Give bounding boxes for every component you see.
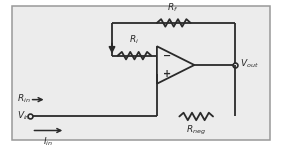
- Text: $R_{in}$: $R_{in}$: [17, 92, 30, 105]
- Text: $R_f$: $R_f$: [167, 2, 179, 14]
- Text: +: +: [162, 69, 171, 79]
- Text: $R_{neg}$: $R_{neg}$: [186, 124, 206, 137]
- Text: $R_i$: $R_i$: [129, 34, 138, 46]
- Text: $V_{out}$: $V_{out}$: [240, 58, 259, 70]
- Text: $I_{in}$: $I_{in}$: [43, 135, 53, 148]
- Text: −: −: [162, 51, 171, 61]
- Text: $V_{in}$: $V_{in}$: [17, 109, 30, 122]
